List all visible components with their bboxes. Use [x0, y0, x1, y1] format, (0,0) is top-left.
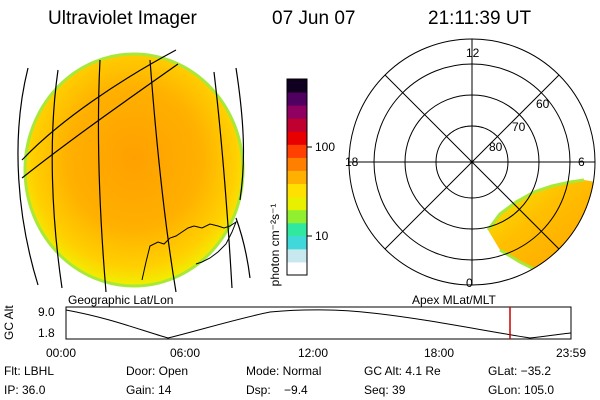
- colorbar-segment: [287, 131, 307, 145]
- lat-label-70: 70: [512, 120, 526, 134]
- colorbar: [287, 79, 307, 276]
- timeline-xtick-1800: 18:00: [424, 346, 455, 360]
- colorbar-segment: [287, 248, 307, 263]
- filter-label: Flt: LBHL: [4, 364, 55, 378]
- colorbar-segment: [287, 144, 307, 158]
- mlt-label-0: 0: [466, 276, 473, 290]
- colorbar-segment: [287, 235, 307, 250]
- timeline-xtick-1200: 12:00: [298, 346, 329, 360]
- colorbar-segment: [287, 209, 307, 224]
- earth-disk-image: [17, 49, 251, 293]
- colorbar-unit-label: photon cm⁻²s⁻¹: [268, 203, 282, 287]
- date-label: 07 Jun 07: [272, 8, 356, 29]
- timeline-xtick-0600: 06:00: [170, 346, 201, 360]
- timeline-xtick-2359: 23:59: [556, 346, 587, 360]
- colorbar-segment: [287, 170, 307, 185]
- colorbar-segment: [287, 157, 307, 171]
- polar-plot: [348, 38, 596, 286]
- seq-label: Seq: 39: [364, 383, 406, 397]
- colorbar-segment: [287, 261, 307, 276]
- apex-caption: Apex MLat/MLT: [412, 293, 496, 307]
- timeline-ytick-high: 9.0: [38, 305, 55, 319]
- colorbar-segment: [287, 118, 307, 132]
- gain-label: Gain: 14: [126, 383, 172, 397]
- mlt-label-12: 12: [466, 46, 480, 60]
- geographic-caption: Geographic Lat/Lon: [68, 293, 174, 307]
- glon-label: GLon: 105.0: [488, 383, 555, 397]
- door-label: Door: Open: [126, 364, 189, 378]
- glat-label: GLat: −35.2: [488, 364, 552, 378]
- colorbar-segment: [287, 105, 307, 119]
- mode-label: Mode: Normal: [246, 364, 322, 378]
- mlt-label-18: 18: [345, 155, 359, 169]
- timeline-xtick-0000: 00:00: [46, 346, 77, 360]
- colorbar-segment: [287, 183, 307, 198]
- colorbar-segment: [287, 222, 307, 237]
- timeline-ylabel: GC Alt: [2, 305, 16, 340]
- colorbar-segment: [287, 92, 307, 106]
- colorbar-segment: [287, 79, 307, 93]
- gc-alt-label: GC Alt: 4.1 Re: [364, 364, 441, 378]
- lat-label-80: 80: [489, 140, 503, 154]
- colorbar-tick-10: 10: [315, 229, 329, 243]
- lat-label-60: 60: [536, 97, 550, 111]
- colorbar-segment: [287, 196, 307, 211]
- time-label: 21:11:39 UT: [428, 8, 532, 29]
- timeline-ytick-low: 1.8: [38, 326, 55, 340]
- instrument-title: Ultraviolet Imager: [48, 8, 197, 29]
- dsp-label: Dsp: −9.4: [246, 383, 308, 397]
- mlt-label-6: 6: [578, 155, 585, 169]
- timeline-plot: [65, 306, 572, 340]
- ip-label: IP: 36.0: [4, 383, 46, 397]
- colorbar-tick-100: 100: [315, 140, 336, 154]
